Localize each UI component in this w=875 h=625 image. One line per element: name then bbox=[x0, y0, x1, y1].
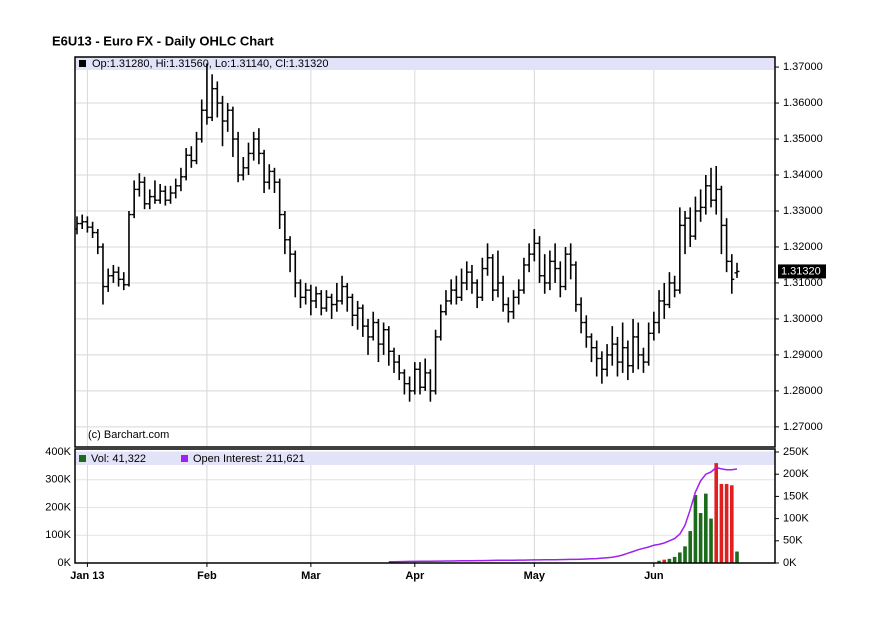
price-frame bbox=[74, 56, 776, 448]
x-tick-label: May bbox=[524, 570, 546, 582]
y-tick-label: 300K bbox=[45, 474, 71, 486]
chart-title: E6U13 - Euro FX - Daily OHLC Chart bbox=[52, 33, 274, 48]
last-price-box bbox=[778, 264, 826, 279]
volume-bar bbox=[657, 560, 661, 563]
volume-bar bbox=[735, 551, 739, 563]
x-tick-label: Mar bbox=[301, 570, 321, 582]
volume-bar bbox=[714, 463, 719, 563]
volume-bar bbox=[698, 513, 703, 563]
volume-bar bbox=[688, 531, 693, 563]
volume-bar bbox=[709, 518, 713, 563]
y-tick-label: 1.32000 bbox=[783, 241, 823, 253]
y-tick-label: 1.35000 bbox=[783, 133, 823, 145]
legend-band bbox=[75, 57, 775, 70]
y2-tick-label: 200K bbox=[783, 468, 809, 480]
open-interest-line bbox=[388, 466, 738, 563]
y-tick-label: 1.37000 bbox=[783, 61, 823, 73]
volume-bar bbox=[719, 483, 724, 563]
legend-label: Vol: 41,322 bbox=[91, 453, 146, 465]
y2-tick-label: 150K bbox=[783, 490, 809, 502]
volume-bar bbox=[672, 556, 677, 563]
volume-frame bbox=[74, 448, 776, 564]
y-tick-label: 1.28000 bbox=[783, 385, 823, 397]
last-price-label: 1.31320 bbox=[781, 265, 821, 277]
annotation: (c) Barchart.com bbox=[88, 429, 169, 441]
legend-band bbox=[75, 452, 775, 465]
y-tick-label: 1.36000 bbox=[783, 97, 823, 109]
volume-bar bbox=[683, 546, 687, 563]
y-tick-label: 1.34000 bbox=[783, 169, 823, 181]
x-tick-label: Jan 13 bbox=[70, 570, 104, 582]
y2-tick-label: 50K bbox=[783, 535, 803, 547]
legend-swatch bbox=[79, 60, 86, 67]
y2-tick-label: 250K bbox=[783, 446, 809, 458]
x-tick-label: Jun bbox=[644, 570, 664, 582]
y-tick-label: 100K bbox=[45, 529, 71, 541]
legend-text: Op:1.31280, Hi:1.31560, Lo:1.31140, Cl:1… bbox=[92, 58, 328, 70]
volume-bar bbox=[667, 558, 672, 563]
y-tick-label: 0K bbox=[58, 557, 72, 569]
y-tick-label: 1.29000 bbox=[783, 349, 823, 361]
plot-area bbox=[74, 63, 740, 563]
legend-swatch bbox=[79, 455, 86, 462]
x-tick-label: Apr bbox=[405, 570, 425, 582]
volume-bar bbox=[662, 559, 667, 563]
y-tick-label: 200K bbox=[45, 501, 71, 513]
y-tick-label: 1.30000 bbox=[783, 313, 823, 325]
legend-swatch bbox=[181, 455, 188, 462]
y-tick-label: 1.33000 bbox=[783, 205, 823, 217]
volume-bar bbox=[693, 495, 698, 563]
volume-bar bbox=[704, 493, 708, 563]
y-tick-label: 1.31000 bbox=[783, 277, 823, 289]
y-tick-label: 400K bbox=[45, 446, 71, 458]
volume-bar bbox=[730, 485, 734, 563]
volume-bar bbox=[724, 483, 729, 563]
legend-label: Open Interest: 211,621 bbox=[193, 453, 305, 465]
y2-tick-label: 100K bbox=[783, 513, 809, 525]
y-tick-label: 1.27000 bbox=[783, 421, 823, 433]
x-tick-label: Feb bbox=[197, 570, 217, 582]
volume-bar bbox=[678, 552, 682, 563]
y2-tick-label: 0K bbox=[783, 557, 797, 569]
